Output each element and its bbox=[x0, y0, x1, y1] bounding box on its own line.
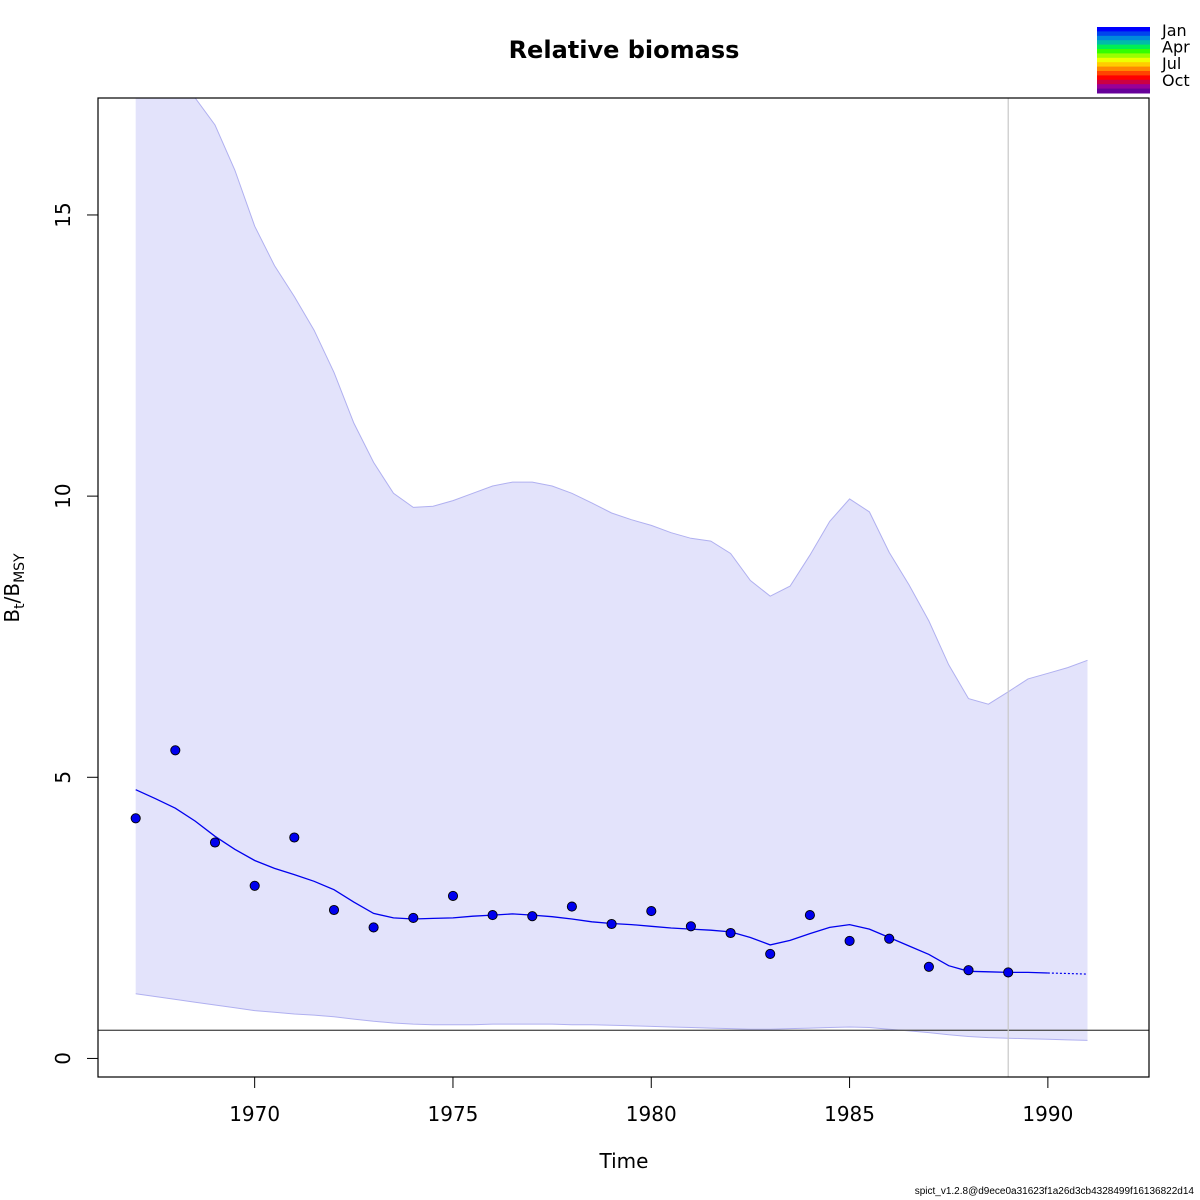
x-tick-label: 1975 bbox=[428, 1102, 479, 1126]
legend-color-swatch bbox=[1097, 49, 1150, 54]
confidence-band-upper bbox=[135, 98, 1088, 705]
legend-label: Apr bbox=[1162, 38, 1190, 57]
legend-label: Jan bbox=[1161, 21, 1187, 40]
legend-color-swatch bbox=[1097, 66, 1150, 72]
y-tick-label: 15 bbox=[51, 202, 75, 227]
legend-color-swatch bbox=[1097, 53, 1150, 59]
observation-point bbox=[884, 933, 895, 944]
y-tick-label: 5 bbox=[51, 771, 75, 784]
chart-title: Relative biomass bbox=[509, 36, 740, 64]
x-axis-label: Time bbox=[599, 1149, 649, 1173]
observation-point bbox=[844, 935, 855, 946]
observation-point bbox=[685, 921, 696, 932]
observation-point bbox=[646, 906, 657, 917]
observation-point bbox=[408, 912, 419, 923]
observation-point bbox=[804, 910, 815, 921]
x-tick-label: 1980 bbox=[626, 1102, 677, 1126]
observation-point bbox=[130, 813, 141, 824]
x-tick-label: 1990 bbox=[1022, 1102, 1073, 1126]
x-tick-label: 1985 bbox=[824, 1102, 875, 1126]
legend-color-swatch bbox=[1097, 71, 1150, 76]
legend-label: Oct bbox=[1162, 71, 1190, 90]
observation-point bbox=[963, 965, 974, 976]
legend-color-swatch bbox=[1097, 31, 1150, 37]
estimate-line bbox=[135, 789, 1048, 974]
observation-point bbox=[447, 890, 459, 901]
observation-point bbox=[923, 961, 934, 972]
legend-color-swatch bbox=[1097, 40, 1150, 46]
y-axis-label: Bt/BMSY bbox=[0, 553, 28, 623]
plot-frame bbox=[97, 97, 1150, 1078]
legend-color-swatch bbox=[1097, 75, 1150, 81]
x-axis: 1970 1975 1980 1985 1990 bbox=[229, 1077, 1073, 1126]
confidence-band bbox=[135, 98, 1088, 1041]
observation-point bbox=[1003, 967, 1014, 978]
y-axis: 0 5 10 15 bbox=[51, 202, 98, 1065]
legend-color-swatch bbox=[1097, 35, 1150, 41]
confidence-band-lower bbox=[135, 993, 1088, 1041]
observation-point bbox=[209, 837, 221, 848]
observation-point bbox=[725, 927, 736, 939]
legend-color-swatch bbox=[1097, 88, 1150, 94]
observation-point bbox=[566, 901, 577, 912]
observation-point bbox=[328, 904, 340, 916]
observation-point bbox=[527, 911, 538, 922]
legend-color-swatch bbox=[1097, 44, 1150, 50]
observation-point bbox=[487, 910, 498, 921]
legend-color-swatch bbox=[1097, 62, 1150, 68]
legend-color-swatch bbox=[1097, 84, 1150, 90]
legend-label: Jul bbox=[1161, 54, 1181, 73]
observation-point bbox=[606, 918, 617, 930]
observation-point bbox=[249, 880, 260, 891]
observation-point bbox=[368, 922, 379, 933]
y-tick-label: 10 bbox=[51, 483, 75, 508]
observation-point bbox=[289, 832, 300, 843]
x-tick-label: 1970 bbox=[229, 1102, 280, 1126]
observation-point bbox=[170, 745, 181, 756]
y-tick-label: 0 bbox=[51, 1052, 75, 1065]
observation-point bbox=[765, 948, 776, 959]
legend-color-swatch bbox=[1097, 27, 1150, 32]
version-footer: spict_v1.2.8@d9ece0a31623f1a26d3cb432849… bbox=[914, 1186, 1194, 1197]
legend-color-swatch bbox=[1097, 79, 1150, 85]
plot-area bbox=[98, 98, 1149, 1077]
forecast-line bbox=[1047, 972, 1088, 975]
legend-color-swatch bbox=[1097, 57, 1150, 63]
